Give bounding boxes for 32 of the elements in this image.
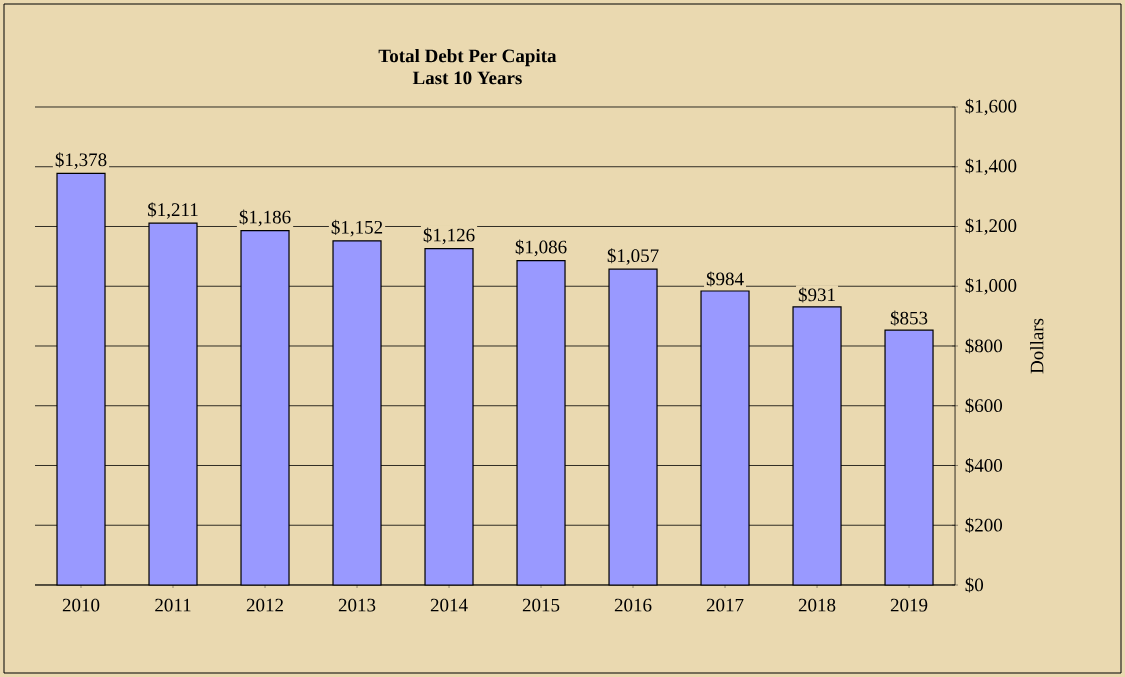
x-tick-label: 2017 [706,598,744,612]
x-tick-label: 2012 [246,598,283,612]
x-tick-label: 2013 [338,598,376,612]
y-tick-label: $0 [965,577,984,593]
data-label: $1,126 [423,227,475,245]
x-tick-label: 2018 [798,598,836,612]
x-tick-label: 2014 [430,598,468,612]
data-label: $1,086 [515,239,567,257]
x-tick-label: 2011 [155,598,191,612]
chart-subtitle: Last 10 Years [412,71,522,85]
y-axis-title: Dollars [1030,318,1044,374]
data-label: $1,152 [331,219,383,237]
y-tick-label: $200 [965,517,1003,533]
x-tick-label: 2015 [522,598,560,612]
y-tick-label: $400 [965,457,1003,474]
x-tick-label: 2016 [614,598,652,612]
data-label: $931 [798,287,835,303]
y-tick-label: $1,600 [965,98,1017,116]
data-label: $1,057 [607,248,659,265]
data-label: $1,378 [55,152,107,169]
y-tick-label: $1,400 [965,158,1017,176]
data-label: $984 [706,271,744,287]
data-label: $1,186 [239,209,291,227]
y-tick-label: $1,000 [965,277,1017,295]
data-label: $853 [890,310,928,326]
data-label: $1,211 [148,202,198,219]
y-tick-label: $800 [965,338,1003,354]
y-tick-label: $600 [965,398,1003,414]
y-tick-label: $1,200 [965,218,1017,235]
x-tick-label: 2010 [62,598,100,612]
chart-title: Total Debt Per Capita [378,48,557,67]
x-tick-label: 2019 [890,598,928,612]
